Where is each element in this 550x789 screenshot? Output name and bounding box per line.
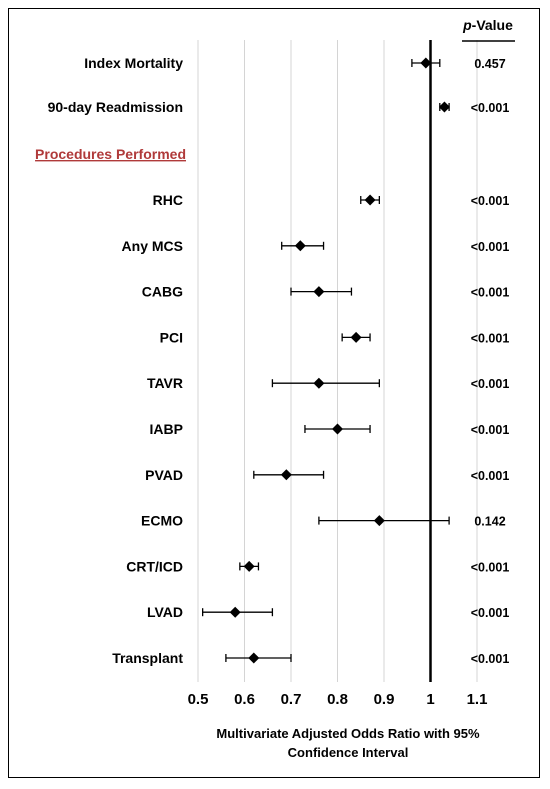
x-tick-label-1: 0.6 bbox=[234, 691, 255, 708]
row-label: 90-day Readmission bbox=[48, 99, 183, 115]
row-any-mcs: Any MCS <0.001 bbox=[122, 238, 510, 254]
row-cabg: CABG <0.001 bbox=[142, 284, 510, 300]
p-value: 0.142 bbox=[474, 515, 505, 529]
x-axis-label-line2: Confidence Interval bbox=[288, 745, 409, 760]
odds-ratio-marker bbox=[280, 469, 292, 481]
x-tick-label-2: 0.7 bbox=[281, 691, 302, 708]
row-label: Index Mortality bbox=[84, 55, 183, 71]
x-tick-label-0: 0.5 bbox=[188, 691, 209, 708]
row-pci: PCI <0.001 bbox=[160, 329, 510, 345]
plot-rows: Index Mortality 0.457 90-day Readmission <0… bbox=[48, 55, 510, 666]
x-axis-label-line1: Multivariate Adjusted Odds Ratio with 95… bbox=[216, 726, 480, 741]
p-value: <0.001 bbox=[471, 377, 510, 391]
grid-lines bbox=[197, 40, 478, 682]
p-value: <0.001 bbox=[471, 331, 510, 345]
p-value: <0.001 bbox=[471, 240, 510, 254]
pvalue-header-rest: -Value bbox=[472, 17, 513, 33]
odds-ratio-marker bbox=[313, 286, 325, 298]
row-label: LVAD bbox=[147, 604, 183, 620]
odds-ratio-marker bbox=[248, 652, 260, 664]
p-value: <0.001 bbox=[471, 560, 510, 574]
odds-ratio-marker bbox=[373, 515, 385, 527]
p-value: <0.001 bbox=[471, 423, 510, 437]
row-label: CRT/ICD bbox=[126, 558, 183, 574]
x-tick-label-3: 0.8 bbox=[327, 691, 348, 708]
x-tick-label-5: 1 bbox=[426, 691, 434, 708]
row-label: TAVR bbox=[147, 375, 183, 391]
p-value: <0.001 bbox=[471, 652, 510, 666]
p-value: <0.001 bbox=[471, 286, 510, 300]
row-label: ECMO bbox=[141, 513, 183, 529]
row-pvad: PVAD <0.001 bbox=[145, 467, 509, 483]
row-ecmo: ECMO 0.142 bbox=[141, 513, 506, 529]
p-value: <0.001 bbox=[471, 606, 510, 620]
row-label: Transplant bbox=[112, 650, 183, 666]
odds-ratio-marker bbox=[229, 606, 241, 618]
row-label: PCI bbox=[160, 329, 183, 345]
row-iabp: IABP <0.001 bbox=[150, 421, 510, 437]
row-lvad: LVAD <0.001 bbox=[147, 604, 509, 620]
row-tavr: TAVR <0.001 bbox=[147, 375, 509, 391]
section-header: Procedures Performed bbox=[35, 146, 186, 162]
row-index-mortality: Index Mortality 0.457 bbox=[84, 55, 505, 71]
p-value: <0.001 bbox=[471, 194, 510, 208]
p-value: <0.001 bbox=[471, 101, 510, 115]
odds-ratio-marker bbox=[420, 57, 432, 69]
row-transplant: Transplant <0.001 bbox=[112, 650, 509, 666]
pvalue-header: p-Value bbox=[462, 17, 513, 33]
x-tick-label-6: 1.1 bbox=[467, 691, 488, 708]
odds-ratio-marker bbox=[350, 331, 362, 343]
odds-ratio-marker bbox=[438, 101, 450, 113]
row-label: RHC bbox=[153, 192, 183, 208]
row-90-day-readmission: 90-day Readmission <0.001 bbox=[48, 99, 510, 115]
odds-ratio-marker bbox=[364, 194, 376, 206]
row-label: CABG bbox=[142, 284, 183, 300]
x-tick-label-4: 0.9 bbox=[374, 691, 395, 708]
row-crt-icd: CRT/ICD <0.001 bbox=[126, 558, 509, 574]
row-label: Any MCS bbox=[122, 238, 183, 254]
row-rhc: RHC <0.001 bbox=[153, 192, 510, 208]
odds-ratio-marker bbox=[243, 560, 255, 572]
row-label: IABP bbox=[150, 421, 183, 437]
x-axis-ticks: 0.5 0.6 0.7 0.8 0.9 1 1.1 bbox=[188, 691, 488, 708]
p-value: <0.001 bbox=[471, 469, 510, 483]
chart-frame bbox=[8, 8, 540, 778]
pvalue-header-italic: p bbox=[462, 17, 472, 33]
row-label: PVAD bbox=[145, 467, 183, 483]
odds-ratio-marker bbox=[332, 423, 343, 435]
odds-ratio-marker bbox=[313, 377, 325, 389]
odds-ratio-marker bbox=[294, 240, 306, 252]
p-value: 0.457 bbox=[474, 57, 505, 71]
